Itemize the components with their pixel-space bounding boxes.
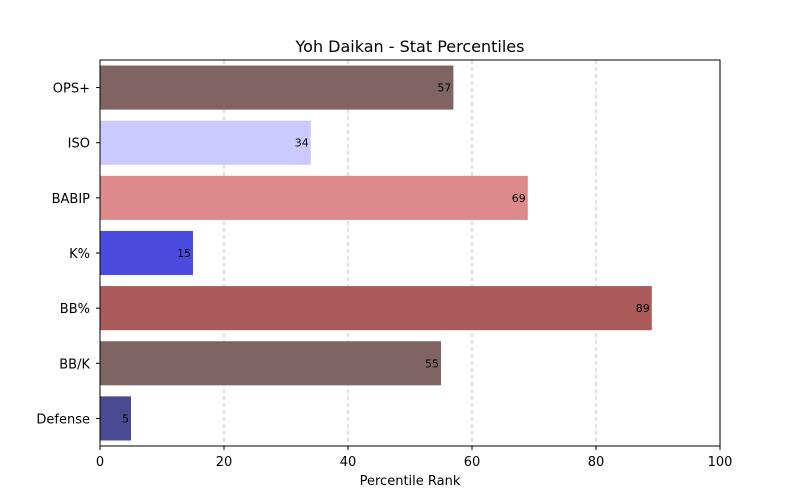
bars <box>100 65 652 441</box>
x-tick-label: 60 <box>464 455 481 470</box>
x-tick-label: 80 <box>588 455 605 470</box>
x-tick-label: 20 <box>216 455 233 470</box>
data-label: 5 <box>122 412 129 425</box>
grid-lines <box>223 60 597 446</box>
bar <box>100 341 441 386</box>
y-axis: OPS+ ISO BABIP K% BB% BB/K Defense <box>36 82 100 427</box>
x-tick-label: 100 <box>708 455 733 470</box>
category-label: K% <box>69 247 90 262</box>
bar <box>100 175 528 220</box>
data-label: 69 <box>512 192 526 205</box>
bar <box>100 230 193 276</box>
data-label: 34 <box>295 137 309 150</box>
bar <box>100 396 131 441</box>
x-axis: 0 20 40 60 80 100 <box>96 446 733 470</box>
category-label: ISO <box>68 137 90 152</box>
chart-title: Yoh Daikan - Stat Percentiles <box>295 37 525 56</box>
x-tick-label: 40 <box>340 455 357 470</box>
category-label: BB% <box>60 302 90 317</box>
x-tick-label: 0 <box>96 455 104 470</box>
data-label: 57 <box>437 82 451 95</box>
category-label: OPS+ <box>53 82 90 97</box>
bar <box>100 286 652 331</box>
category-label: BB/K <box>59 357 90 372</box>
bar <box>100 120 311 165</box>
data-label: 89 <box>636 302 650 315</box>
x-axis-label: Percentile Rank <box>360 474 461 489</box>
data-label: 55 <box>425 357 439 370</box>
category-label: BABIP <box>52 192 91 207</box>
bar <box>100 65 454 110</box>
data-label: 15 <box>177 247 191 260</box>
category-label: Defense <box>36 412 90 427</box>
